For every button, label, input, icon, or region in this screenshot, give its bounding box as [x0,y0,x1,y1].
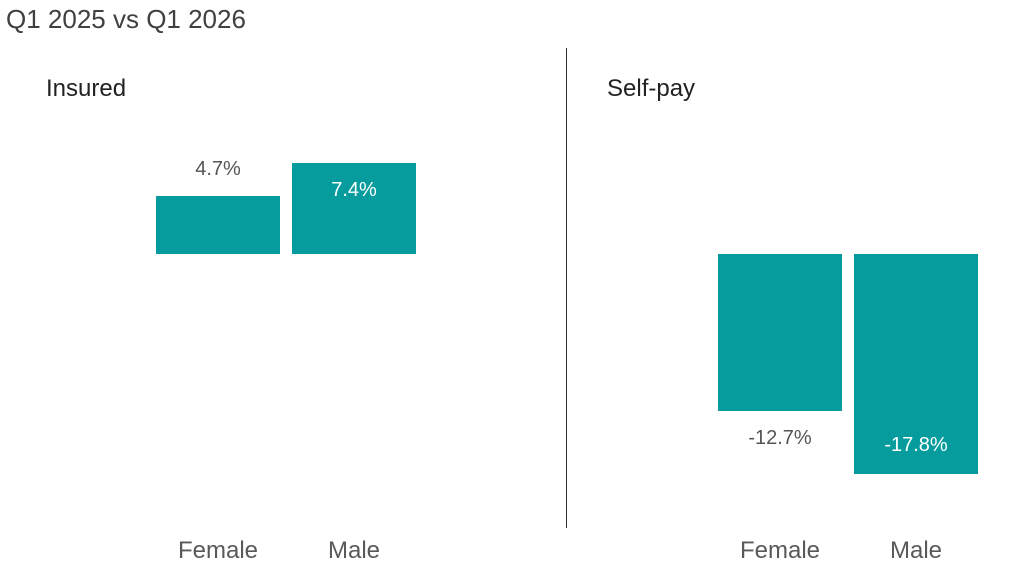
category-label: Female [739,537,821,564]
category-label: Male [327,537,381,564]
bar-male-1 [854,254,978,474]
value-label: 7.4% [331,178,377,201]
bar-male-0 [292,162,416,254]
value-label: 4.7% [195,157,241,180]
panel-title-insured: Insured [46,75,127,102]
value-label: -12.7% [748,426,812,449]
bar-female-0 [156,195,280,254]
category-label: Male [889,537,943,564]
bar-female-1 [718,254,842,411]
category-label: Female [177,537,259,564]
chart-title: Q1 2025 vs Q1 2026 [6,4,246,34]
panel-title-self-pay: Self-pay [607,75,696,102]
value-label: -17.8% [884,433,948,456]
panel-divider [566,48,567,528]
